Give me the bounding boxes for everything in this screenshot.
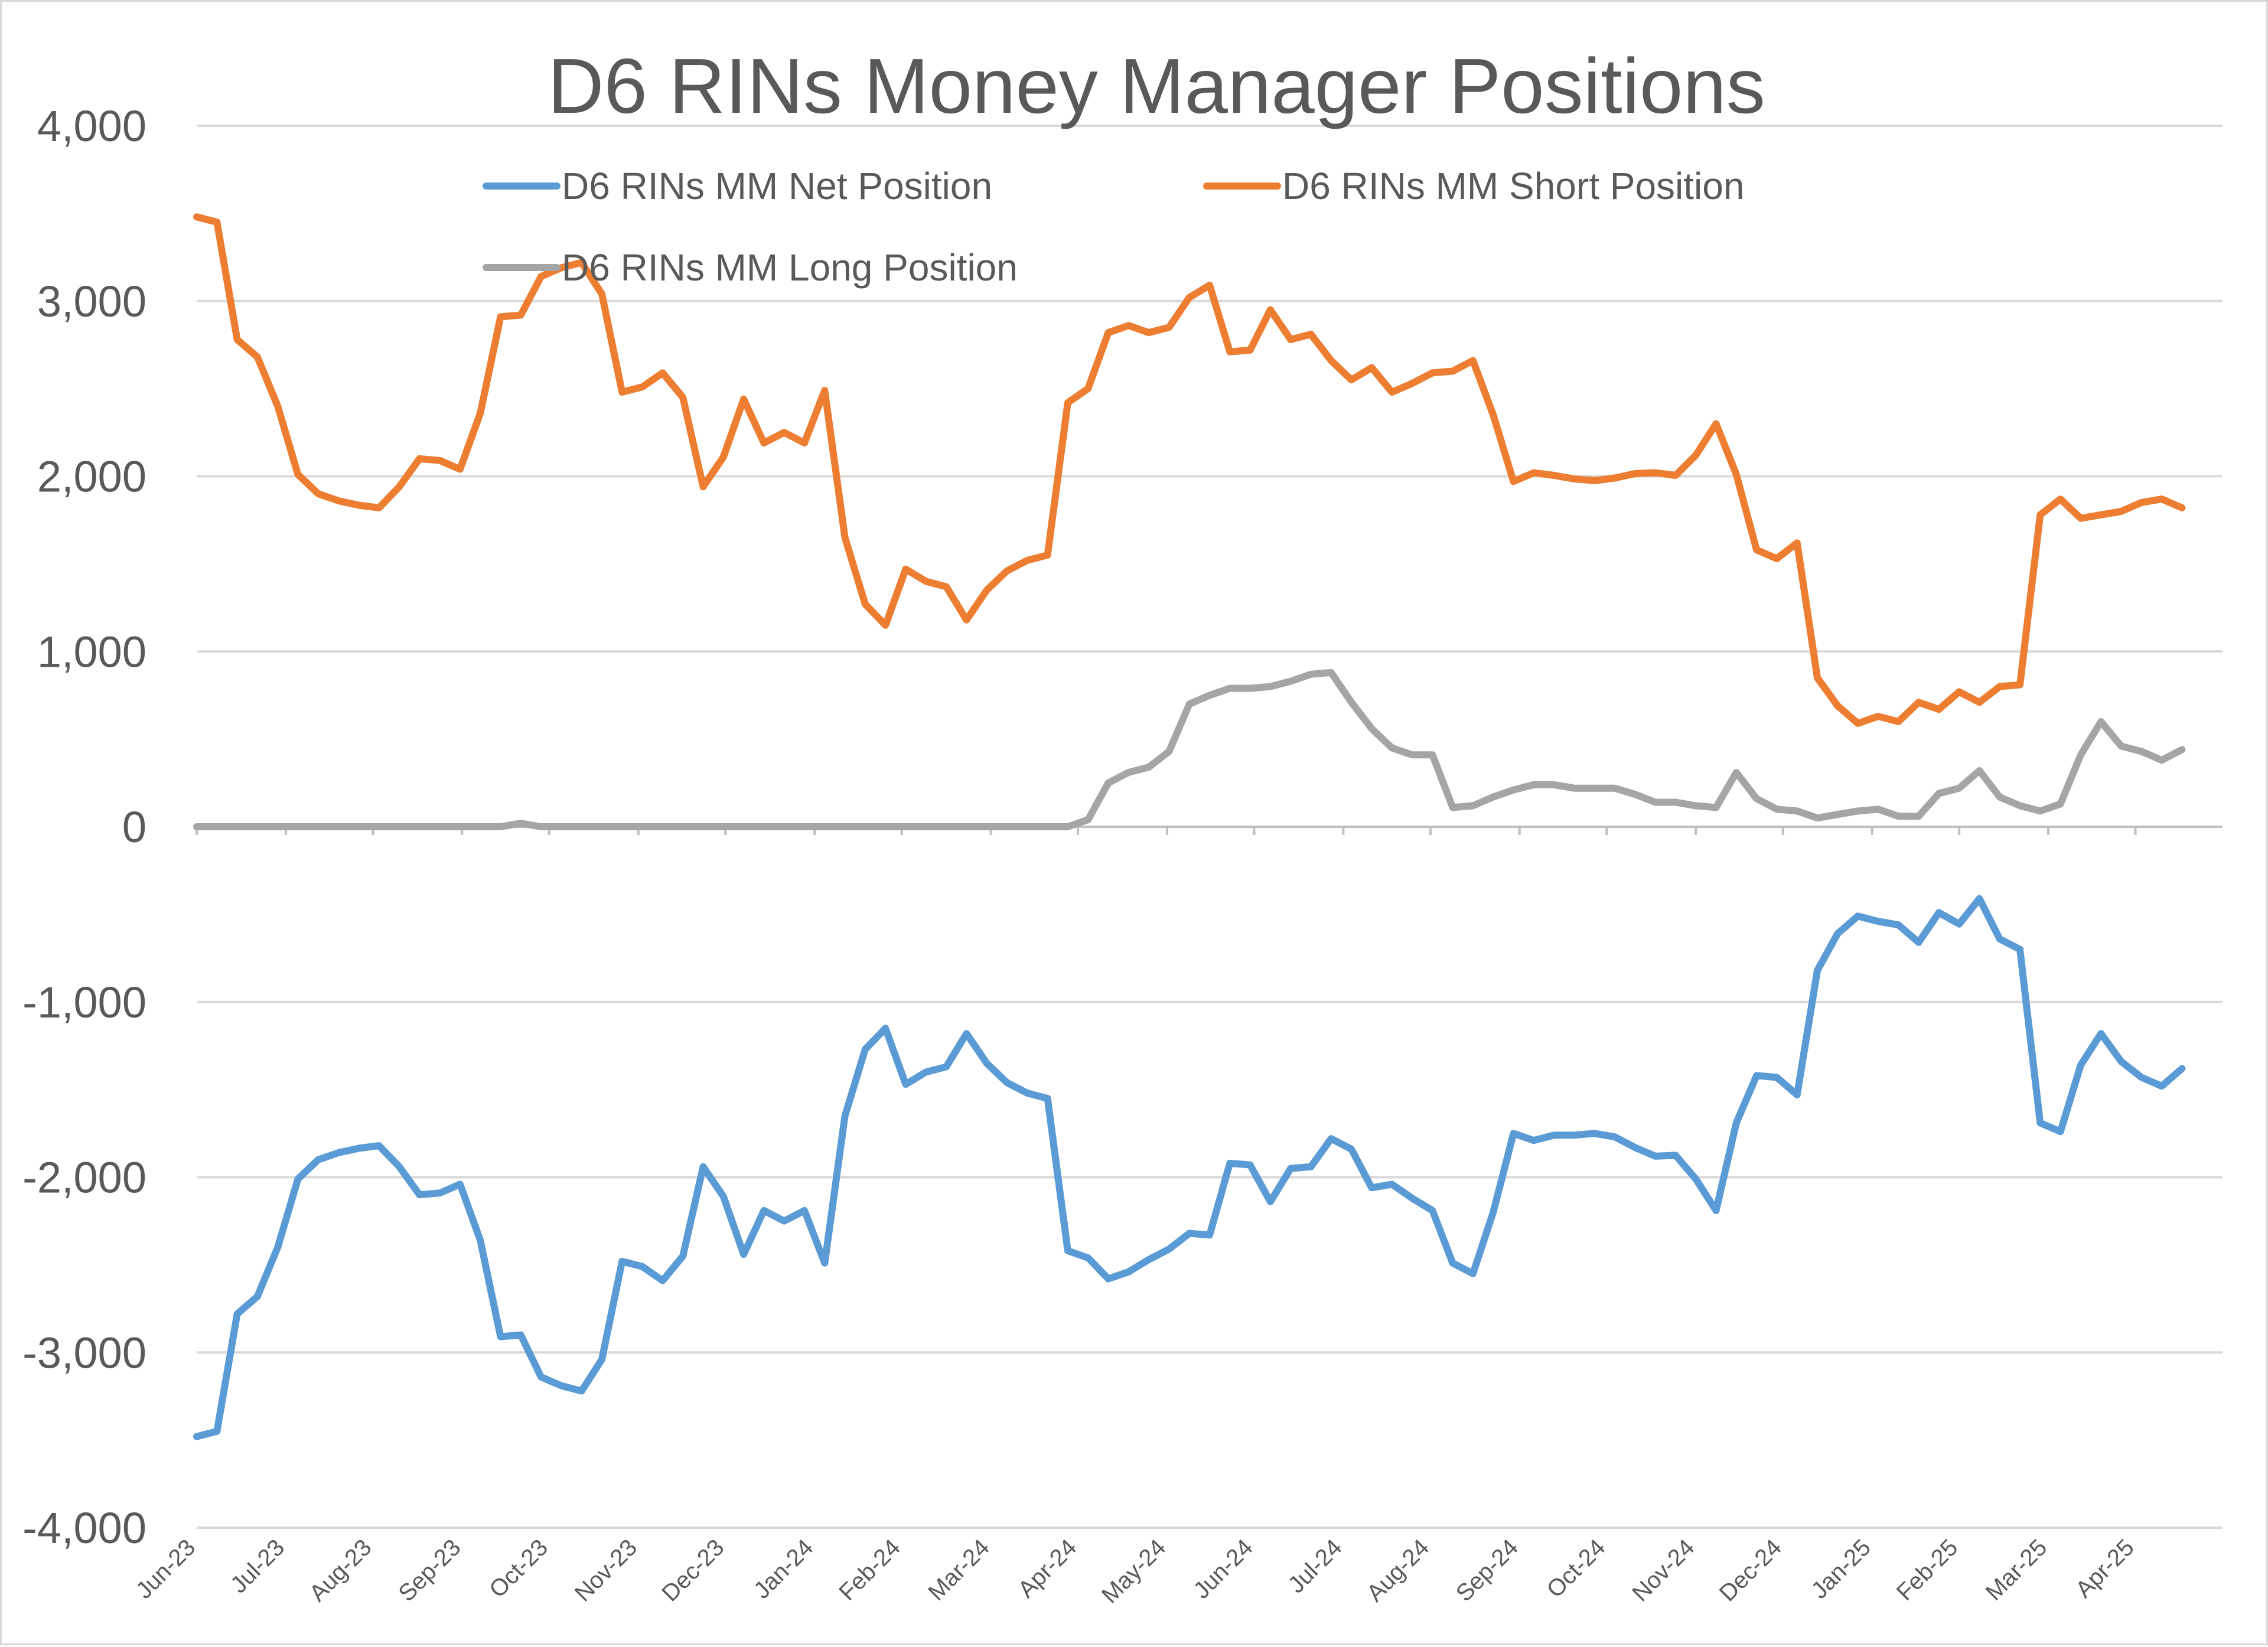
x-tick-label: Jul-24 <box>1283 1534 1347 1598</box>
x-tick-label: Nov-23 <box>570 1534 642 1606</box>
series-line-long <box>193 668 2186 830</box>
x-tick-label: Dec-23 <box>657 1534 729 1606</box>
x-tick-label: Jul-23 <box>226 1534 289 1598</box>
y-tick-label: 1,000 <box>37 627 146 676</box>
x-tick-label: Sep-24 <box>1451 1534 1523 1606</box>
x-tick-label: Aug-23 <box>304 1534 376 1606</box>
y-tick-label: 2,000 <box>37 452 146 501</box>
y-tick-label: 3,000 <box>37 277 146 326</box>
y-tick-label: -4,000 <box>22 1504 146 1553</box>
x-tick-label: Feb-24 <box>834 1534 905 1606</box>
chart-title: D6 RINs Money Manager Positions <box>548 43 1765 129</box>
y-tick-label: 4,000 <box>37 102 146 151</box>
x-tick-label: Mar-24 <box>923 1534 995 1606</box>
x-tick-label: Apr-24 <box>1013 1534 1081 1603</box>
x-tick-label: May-24 <box>1097 1534 1171 1608</box>
x-tick-label: Jun-24 <box>1188 1534 1258 1604</box>
x-tick-label: Oct-24 <box>1542 1534 1611 1603</box>
x-axis-ticks: Jun-23 Jul-23 Aug-23 Sep-23 Oct-23 Nov-23 Dec-… <box>131 827 2139 1609</box>
series-lines <box>193 213 2186 1440</box>
y-tick-label: -3,000 <box>22 1328 146 1377</box>
x-tick-label: Oct-23 <box>484 1534 553 1603</box>
x-tick-label: Mar-25 <box>1981 1534 2052 1606</box>
x-tick-label: Sep-23 <box>393 1534 465 1606</box>
x-tick-label: Aug-24 <box>1362 1534 1434 1606</box>
legend-label-long: D6 RINs MM Long Position <box>562 246 1018 289</box>
legend: D6 RINs MM Net Position D6 RINs MM Short … <box>483 165 1744 289</box>
legend-label-short: D6 RINs MM Short Position <box>1282 165 1744 207</box>
y-tick-label: -2,000 <box>22 1153 146 1202</box>
x-tick-label: Dec-24 <box>1715 1534 1787 1606</box>
x-tick-label: Jan-24 <box>749 1534 819 1604</box>
y-axis-ticks: 4,000 3,000 2,000 1,000 0 -1,000 -2,000 -3,000 -… <box>22 102 146 1553</box>
x-tick-label: Jan-25 <box>1806 1534 1876 1604</box>
y-tick-label: -1,000 <box>22 978 146 1027</box>
series-line-short <box>193 213 2186 727</box>
x-tick-label: Apr-25 <box>2071 1534 2139 1603</box>
legend-label-net: D6 RINs MM Net Position <box>562 165 992 207</box>
x-tick-label: Nov-24 <box>1627 1534 1699 1606</box>
series-line-net <box>193 895 2186 1440</box>
y-tick-label: 0 <box>122 803 146 852</box>
x-tick-label: Feb-25 <box>1892 1534 1963 1606</box>
